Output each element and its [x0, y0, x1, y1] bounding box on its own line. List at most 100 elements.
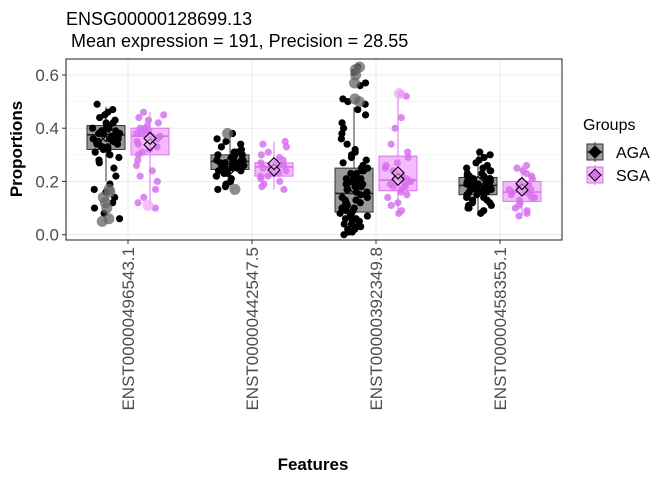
mean-diamond [99, 135, 113, 149]
mean-diamond [471, 175, 485, 190]
data-point [384, 193, 392, 202]
data-point [214, 185, 222, 194]
data-point [522, 161, 531, 170]
data-point [237, 140, 245, 148]
data-point [347, 220, 356, 228]
data-point [486, 177, 494, 186]
data-point [259, 164, 267, 172]
outlier-point [354, 61, 366, 73]
data-point [280, 185, 288, 194]
data-point [527, 185, 535, 194]
data-point [264, 148, 272, 156]
data-point [513, 164, 521, 172]
data-point [132, 161, 141, 170]
data-point [221, 183, 230, 191]
data-point [463, 193, 471, 202]
data-point [507, 191, 515, 199]
data-point [347, 153, 356, 162]
outlier-point [103, 213, 115, 225]
data-point [214, 151, 222, 159]
data-point [403, 191, 411, 199]
data-point [523, 209, 531, 217]
data-point [148, 167, 156, 175]
mean-diamond [223, 155, 237, 170]
data-point [134, 199, 142, 207]
y-tick-label: 0.2 [35, 172, 59, 191]
mean-diamond [99, 128, 113, 143]
data-point [132, 129, 141, 138]
data-point [105, 124, 113, 132]
data-point [463, 164, 471, 172]
mean-diamond [223, 161, 237, 176]
x-tick-label: ENST00000392349.8 [367, 247, 386, 411]
outlier-point [349, 93, 361, 105]
data-point [337, 135, 345, 143]
data-point [531, 193, 539, 202]
data-point [394, 199, 402, 207]
data-point [393, 159, 401, 167]
outlier-point [142, 199, 154, 211]
data-point [139, 108, 148, 116]
data-point [264, 172, 272, 180]
data-point [259, 140, 267, 148]
data-point [238, 151, 246, 159]
data-point [112, 172, 120, 180]
data-point [138, 129, 146, 138]
mean-diamond [391, 166, 405, 180]
data-point [463, 172, 471, 180]
data-point [483, 188, 491, 196]
legend-label-aga: AGA [616, 145, 650, 162]
legend-title: Groups [583, 117, 635, 134]
mean-diamond [515, 176, 529, 191]
data-point [473, 191, 481, 199]
data-point [356, 191, 365, 199]
data-point [339, 159, 347, 167]
data-point [356, 199, 364, 207]
data-point [391, 124, 399, 132]
x-tick-label: ENST00000458355.1 [491, 247, 510, 411]
data-point [153, 177, 161, 186]
data-point [90, 185, 98, 194]
data-point [144, 116, 153, 124]
data-point [258, 183, 266, 191]
legend: Groups AGA SGA [583, 117, 650, 185]
data-point [282, 167, 290, 175]
data-point [109, 119, 117, 127]
chart-title: ENSG00000128699.13 [66, 9, 252, 29]
y-tick-label: 0.6 [35, 66, 59, 85]
data-point [389, 183, 398, 191]
data-point [362, 156, 370, 164]
x-tick-label: ENST00000496543.1 [119, 247, 138, 411]
data-point [486, 167, 494, 175]
legend-key-sga [586, 165, 604, 185]
data-point [110, 164, 118, 172]
data-point [95, 159, 103, 167]
data-point [96, 113, 104, 122]
data-point [100, 129, 108, 138]
data-point [511, 204, 519, 212]
data-point [472, 159, 480, 167]
outlier-point [103, 183, 115, 195]
data-point [151, 185, 160, 194]
data-point [476, 148, 484, 156]
mean-diamond [267, 156, 281, 171]
data-point [387, 140, 395, 148]
data-point [487, 201, 495, 209]
data-point [342, 207, 350, 215]
data-point [134, 140, 142, 148]
outlier-point [393, 88, 405, 100]
y-axis: 0.0 0.2 0.4 0.6 [35, 66, 66, 245]
data-point [115, 153, 123, 162]
x-axis: ENST00000496543.1 ENST00000442547.5 ENST00… [119, 240, 510, 411]
data-point [486, 151, 494, 159]
data-point [220, 169, 228, 178]
legend-diamond [588, 145, 602, 159]
data-point [397, 113, 405, 122]
data-point [363, 193, 371, 202]
legend-label-sga: SGA [616, 168, 650, 185]
data-point [93, 100, 101, 108]
y-axis-title: Proportions [7, 101, 26, 197]
data-point [88, 124, 97, 132]
y-tick-label: 0.4 [35, 119, 59, 138]
